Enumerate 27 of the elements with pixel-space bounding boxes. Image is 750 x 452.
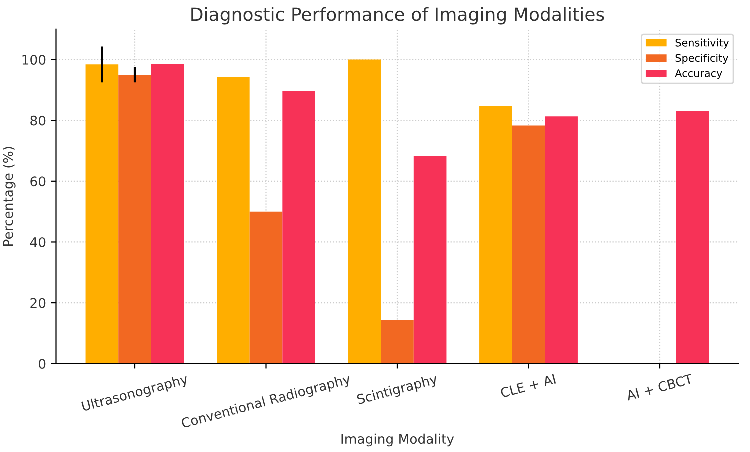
bar — [151, 64, 184, 364]
bar — [414, 156, 447, 364]
bar — [676, 111, 710, 364]
legend-label: Accuracy — [675, 70, 722, 80]
y-tick-label: 0 — [39, 359, 46, 370]
bar — [480, 106, 512, 364]
x-tick-label: CLE + AI — [500, 374, 556, 398]
bar — [118, 74, 152, 364]
chart-title: Diagnostic Performance of Imaging Modalities — [192, 7, 604, 25]
y-tick-label: 80 — [30, 116, 46, 126]
y-tick-label: 20 — [30, 298, 46, 308]
y-axis-title: Percentage (%) — [3, 147, 16, 246]
legend-label: Specificity — [676, 54, 729, 64]
y-tick-label: 40 — [30, 237, 46, 248]
bar — [250, 212, 283, 364]
bar — [381, 320, 414, 364]
y-tick-label: 60 — [30, 176, 46, 187]
bar — [86, 64, 119, 364]
x-tick-label: AI + CBCT — [626, 374, 694, 401]
x-axis-title: Imaging Modality — [342, 434, 454, 447]
y-tick-label: 100 — [22, 55, 46, 65]
legend-label: Sensitivity — [676, 38, 730, 49]
bar — [348, 60, 382, 364]
bar — [545, 116, 578, 364]
bar — [217, 77, 250, 364]
bar — [512, 126, 546, 364]
bar — [282, 91, 316, 364]
